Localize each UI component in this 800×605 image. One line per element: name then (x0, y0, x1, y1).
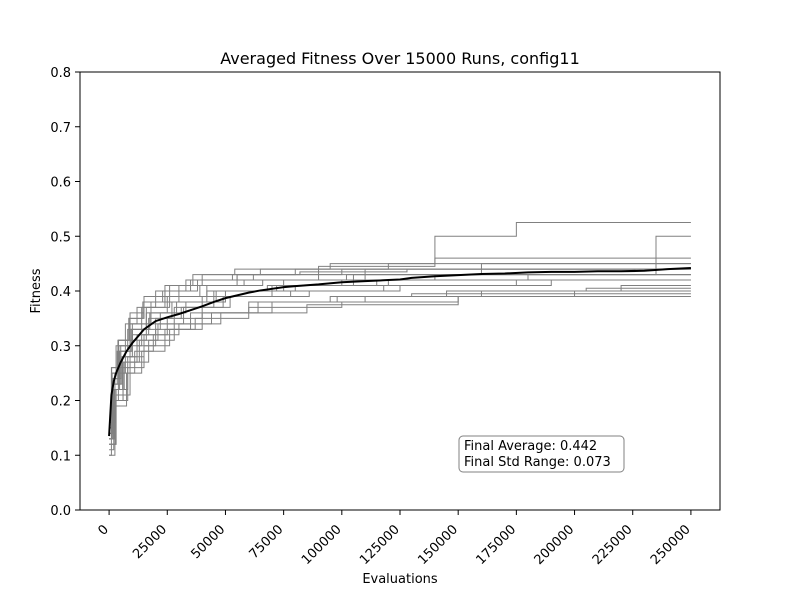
y-tick-label: 0.8 (50, 66, 71, 81)
y-tick-label: 0.3 (50, 340, 71, 355)
run-line-12 (109, 279, 691, 440)
annotation-box-frame (458, 435, 625, 473)
y-tick-label: 0.4 (50, 285, 71, 300)
final-average-text: Final Average: 0.442 (464, 439, 597, 454)
final-std-range-text: Final Std Range: 0.073 (464, 455, 611, 470)
y-tick-label: 0.6 (50, 176, 71, 191)
y-tick-label: 0.0 (50, 504, 71, 519)
average-fitness-line (108, 267, 691, 437)
y-tick-label: 0.7 (50, 121, 71, 136)
run-line-17 (109, 287, 691, 445)
y-axis-ticks: 0.0 0.1 0.2 0.3 0.4 0.5 0.6 0.7 0.8 (50, 66, 80, 519)
run-line-13 (109, 263, 691, 429)
chart-title: Averaged Fitness Over 15000 Runs, config… (220, 49, 580, 68)
y-axis-label: Fitness (29, 268, 44, 313)
y-tick-label: 0.2 (50, 395, 71, 410)
x-axis-label: Evaluations (362, 572, 438, 587)
individual-runs-layer (109, 222, 691, 456)
y-tick-label: 0.5 (50, 230, 71, 245)
average-series-layer (108, 267, 691, 437)
y-tick-label: 0.1 (50, 449, 71, 464)
stats-annotation-box: Final Average: 0.442 Final Std Range: 0.… (458, 435, 625, 473)
